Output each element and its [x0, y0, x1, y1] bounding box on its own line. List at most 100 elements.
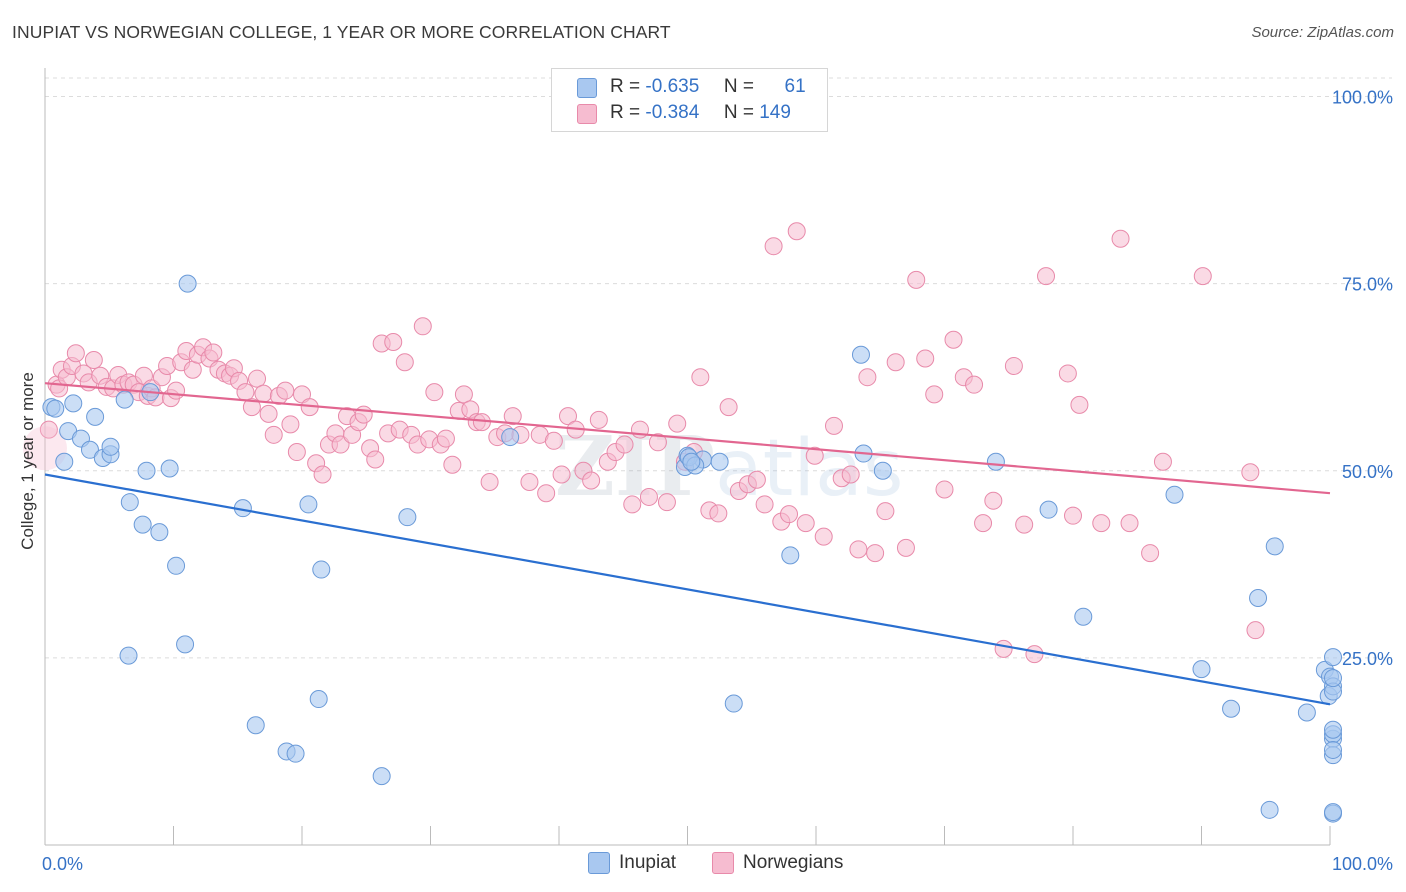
- inupiat-point: [309, 690, 328, 709]
- norwegians-point: [1070, 395, 1089, 414]
- norwegians-point: [841, 465, 860, 484]
- inupiat-point: [246, 716, 265, 735]
- norwegians-point: [916, 349, 935, 368]
- norwegians-point: [691, 368, 710, 387]
- x-tick-label: 0.0%: [42, 854, 83, 874]
- inupiat-point: [1324, 720, 1342, 739]
- inupiat-point: [160, 459, 179, 478]
- norwegians-r-value: -0.384: [645, 102, 700, 123]
- norwegians-swatch: [577, 104, 597, 124]
- norwegians-point: [354, 405, 373, 424]
- norwegians-point: [395, 353, 414, 372]
- norwegians-point: [254, 384, 273, 403]
- norwegians-point: [1241, 463, 1260, 482]
- norwegians-point: [849, 540, 868, 559]
- norwegians-point: [709, 504, 728, 523]
- norwegians-point: [242, 398, 261, 417]
- norwegians-point: [520, 472, 539, 491]
- norwegians-point: [1246, 621, 1265, 640]
- norwegians-r-label: R =: [610, 102, 641, 123]
- norwegians-legend-label: Norwegians: [743, 852, 844, 873]
- norwegians-point: [454, 385, 473, 404]
- norwegians-trend-line: [44, 382, 1331, 495]
- norwegians-point: [1004, 356, 1023, 375]
- norwegians-point: [331, 435, 350, 454]
- inupiat-point: [851, 345, 870, 364]
- norwegians-point: [1153, 452, 1172, 471]
- norwegians-point: [313, 465, 332, 484]
- norwegians-point: [639, 487, 658, 506]
- norwegians-point: [287, 443, 306, 462]
- inupiat-point: [101, 437, 120, 456]
- inupiat-point: [299, 495, 318, 514]
- norwegians-point: [648, 433, 667, 452]
- norwegians-point: [84, 350, 103, 369]
- norwegians-point: [66, 344, 85, 363]
- norwegians-point: [764, 237, 783, 256]
- inupiat-legend-swatch: [588, 852, 610, 874]
- inupiat-point: [873, 461, 892, 480]
- norwegians-point: [755, 495, 774, 514]
- norwegians-point: [935, 480, 954, 499]
- norwegians-point: [896, 538, 915, 557]
- norwegians-point: [925, 385, 944, 404]
- norwegians-point: [264, 425, 283, 444]
- norwegians-point: [805, 446, 824, 465]
- inupiat-point: [46, 399, 65, 418]
- inupiat-point: [115, 390, 134, 409]
- inupiat-point: [137, 461, 156, 480]
- norwegians-point: [425, 383, 444, 402]
- norwegians-point: [558, 407, 577, 426]
- norwegians-point: [1141, 544, 1160, 563]
- inupiat-point: [1249, 588, 1268, 607]
- norwegians-point: [1025, 645, 1044, 664]
- norwegians-point: [1111, 229, 1130, 248]
- inupiat-point: [1260, 800, 1279, 819]
- norwegians-point: [413, 317, 432, 336]
- x-tick-label: 100.0%: [1332, 854, 1393, 874]
- norwegians-point: [974, 514, 993, 533]
- norwegians-point: [436, 429, 455, 448]
- y-tick-label: 50.0%: [1342, 462, 1393, 482]
- norwegians-point: [886, 353, 905, 372]
- inupiat-point: [1039, 500, 1058, 519]
- source-credit: Source: ZipAtlas.com: [1251, 24, 1394, 41]
- norwegians-point: [994, 639, 1013, 658]
- norwegians-point: [544, 431, 563, 450]
- norwegians-point: [276, 381, 295, 400]
- inupiat-point: [55, 452, 74, 471]
- inupiat-r-value: -0.635: [645, 76, 700, 97]
- inupiat-point: [1324, 740, 1342, 759]
- inupiat-point: [1265, 537, 1284, 556]
- inupiat-legend-label: Inupiat: [619, 852, 677, 873]
- inupiat-n-label: N =: [723, 76, 754, 97]
- norwegians-point: [503, 407, 522, 426]
- norwegians-point: [183, 360, 202, 379]
- inupiat-point: [1192, 660, 1211, 679]
- inupiat-point: [64, 394, 83, 413]
- norwegians-point: [582, 471, 601, 490]
- norwegians-point: [204, 343, 223, 362]
- norwegians-point: [552, 465, 571, 484]
- norwegians-point: [814, 527, 833, 546]
- norwegians-point: [1092, 514, 1111, 533]
- inupiat-swatch: [577, 78, 597, 98]
- gridlines: [45, 77, 1392, 659]
- norwegians-point: [623, 495, 642, 514]
- norwegians-point: [787, 222, 806, 241]
- inupiat-point: [150, 523, 169, 542]
- norwegians-point: [384, 333, 403, 352]
- svg-text:atlas: atlas: [715, 424, 904, 514]
- inupiat-r-label: R =: [610, 76, 641, 97]
- norwegians-point: [876, 502, 895, 521]
- norwegians-points: [23, 222, 1265, 664]
- inupiat-point: [1165, 485, 1184, 504]
- norwegians-point: [366, 450, 385, 469]
- norwegians-point: [1193, 267, 1212, 286]
- norwegians-legend-swatch: [712, 852, 734, 874]
- norwegians-point: [1015, 515, 1034, 534]
- inupiat-point: [286, 744, 305, 763]
- chart-title: INUPIAT VS NORWEGIAN COLLEGE, 1 YEAR OR …: [12, 22, 671, 42]
- norwegians-point: [39, 420, 58, 439]
- inupiat-point: [372, 767, 391, 786]
